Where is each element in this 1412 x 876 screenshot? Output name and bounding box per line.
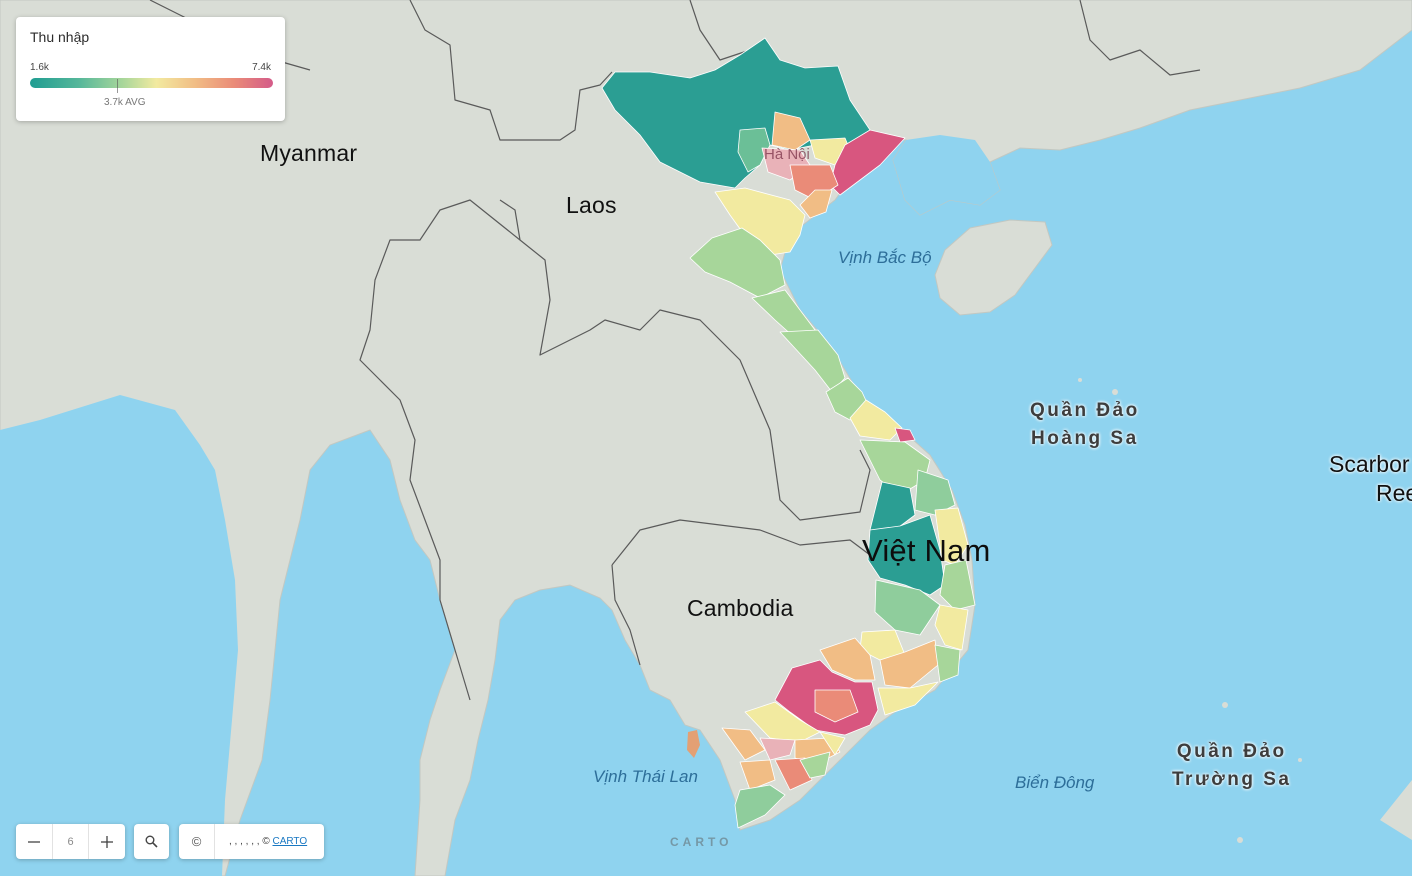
label-ha-noi: Hà Nội xyxy=(764,146,810,163)
label-gulf-tonkin: Vịnh Bắc Bộ xyxy=(838,248,932,267)
hainan-island xyxy=(934,219,1053,316)
province[interactable] xyxy=(849,399,903,441)
legend-avg-tick xyxy=(117,79,118,93)
attribution-text: , , , , , , © CARTO xyxy=(215,836,307,847)
attribution-credits: , , , , , , © xyxy=(229,836,270,847)
zoom-out-button[interactable] xyxy=(16,824,52,859)
province[interactable] xyxy=(771,111,811,151)
legend-title: Thu nhập xyxy=(30,29,90,45)
island xyxy=(1237,837,1243,843)
search-icon xyxy=(145,835,158,848)
label-spratly-line2: Trường Sa xyxy=(1172,769,1292,790)
island xyxy=(1222,702,1228,708)
province[interactable] xyxy=(894,427,916,443)
label-paracel-line1: Quần Đảo xyxy=(1030,400,1140,421)
label-laos: Laos xyxy=(566,192,617,218)
province[interactable] xyxy=(874,579,941,636)
legend-min-label: 1.6k xyxy=(30,62,49,73)
phu-quoc-island xyxy=(687,730,700,758)
province[interactable] xyxy=(721,727,766,761)
province[interactable] xyxy=(799,751,831,779)
label-spratly-islands: Quần Đảo Trường Sa xyxy=(1172,738,1291,794)
province[interactable] xyxy=(829,129,906,196)
legend-color-ramp xyxy=(30,78,273,88)
province[interactable] xyxy=(799,189,833,219)
province[interactable] xyxy=(737,127,771,173)
province[interactable] xyxy=(814,689,859,723)
province[interactable] xyxy=(934,604,969,651)
vietnam-provinces[interactable] xyxy=(601,37,976,829)
province[interactable] xyxy=(939,559,976,611)
zoom-control: 6 xyxy=(16,824,125,859)
province[interactable] xyxy=(819,637,876,681)
attribution-control: © , , , , , , © CARTO xyxy=(179,824,324,859)
gulf-inlet xyxy=(893,135,1000,215)
label-gulf-thailand: Vịnh Thái Lan xyxy=(593,767,698,786)
legend-panel: Thu nhập 1.6k 7.4k 3.7k AVG xyxy=(16,17,285,121)
divider xyxy=(52,824,53,859)
island xyxy=(1298,758,1302,762)
label-scarborough-line1: Scarbor xyxy=(1329,451,1410,477)
province[interactable] xyxy=(739,759,776,791)
carto-watermark: CARTO xyxy=(670,835,733,849)
label-paracel-islands: Quần Đảo Hoàng Sa xyxy=(1030,397,1140,453)
province[interactable] xyxy=(759,737,796,761)
label-east-sea: Biển Đông xyxy=(1015,773,1095,792)
province[interactable] xyxy=(734,784,786,829)
divider xyxy=(88,824,89,859)
label-scarborough-line2: Ree xyxy=(1376,480,1412,506)
province[interactable] xyxy=(819,731,846,756)
province[interactable] xyxy=(877,681,939,716)
province[interactable] xyxy=(714,187,806,256)
province[interactable] xyxy=(779,329,846,393)
province[interactable] xyxy=(934,644,961,683)
label-cambodia: Cambodia xyxy=(687,595,794,621)
province[interactable] xyxy=(774,757,813,791)
province[interactable] xyxy=(869,481,916,531)
island xyxy=(1078,378,1082,382)
label-vietnam: Việt Nam xyxy=(862,533,991,568)
zoom-level: 6 xyxy=(67,835,74,848)
legend-max-label: 7.4k xyxy=(252,62,271,73)
zoom-in-button[interactable] xyxy=(89,824,125,859)
label-paracel-line2: Hoàng Sa xyxy=(1031,428,1139,449)
plus-icon xyxy=(101,835,113,848)
borneo-tip xyxy=(1380,780,1412,840)
legend-avg-label: 3.7k AVG xyxy=(104,97,146,108)
label-myanmar: Myanmar xyxy=(260,140,358,166)
label-scarborough-reef: Scarbor Ree xyxy=(1329,450,1412,508)
province[interactable] xyxy=(689,227,786,299)
label-spratly-line1: Quần Đảo xyxy=(1176,741,1287,762)
province[interactable] xyxy=(934,507,969,566)
search-button[interactable] xyxy=(134,824,169,859)
minus-icon xyxy=(28,840,40,843)
province[interactable] xyxy=(867,514,946,596)
andaman-sea xyxy=(0,395,238,876)
carto-attribution-link[interactable]: CARTO xyxy=(272,836,308,847)
attribution-toggle-button[interactable]: © xyxy=(179,824,215,859)
island xyxy=(1112,389,1118,395)
